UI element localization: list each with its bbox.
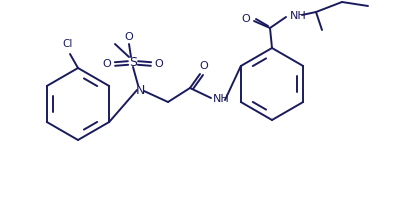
Text: S: S (129, 56, 137, 68)
Text: O: O (241, 14, 250, 24)
Text: NH: NH (290, 11, 307, 21)
Text: O: O (102, 59, 111, 69)
Text: NH: NH (213, 94, 230, 104)
Text: O: O (200, 61, 208, 71)
Text: O: O (155, 59, 163, 69)
Text: N: N (135, 84, 144, 96)
Text: O: O (125, 32, 134, 42)
Text: Cl: Cl (63, 39, 73, 49)
